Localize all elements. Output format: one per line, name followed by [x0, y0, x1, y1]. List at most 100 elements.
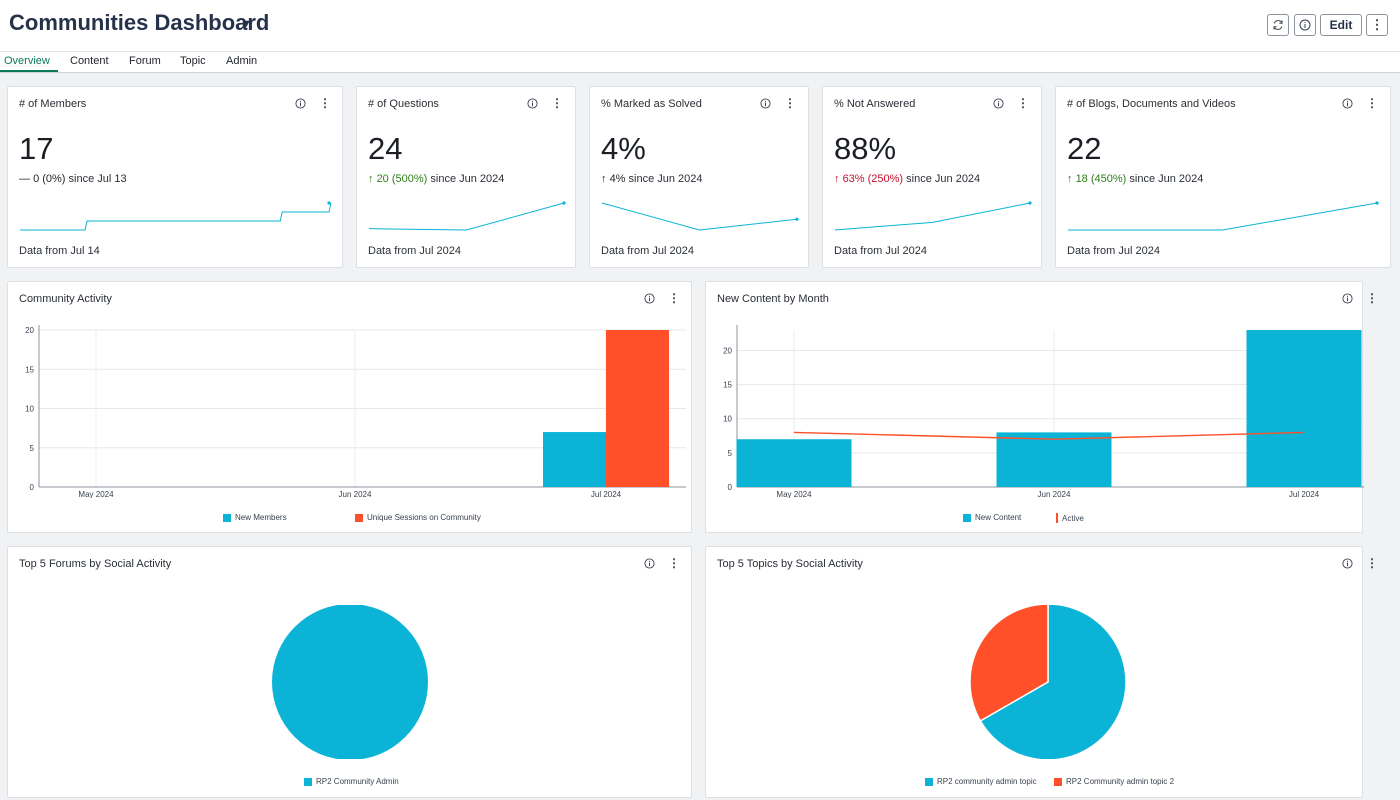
legend-item[interactable]: New Content	[963, 513, 1021, 522]
edit-button[interactable]: Edit	[1320, 14, 1362, 36]
x-tick-label: May 2024	[78, 490, 114, 498]
kpi-value: 88%	[834, 131, 897, 166]
panel-title: Community Activity	[19, 293, 112, 305]
sparkline-path	[20, 202, 331, 231]
card-more-icon[interactable]: ⋮	[1366, 291, 1378, 305]
tab-overview[interactable]: Overview	[4, 55, 50, 67]
kpi-title: % Marked as Solved	[601, 98, 702, 110]
sparkline-end-point	[1028, 201, 1032, 205]
y-tick-label: 15	[25, 365, 34, 374]
kpi-card-solved: % Marked as Solved ⋮ 4% ↑ 4% since Jun 2…	[589, 86, 809, 268]
dashboard-header: Communities Dashboard ▼ Edit ⋮	[0, 0, 1400, 52]
new-content-panel: New Content by Month ⋮ 0 5 10 15 20 May 2024 J…	[705, 281, 1378, 533]
bar	[996, 432, 1112, 487]
bar	[543, 432, 606, 487]
bar	[1246, 330, 1362, 487]
kpi-value: 4%	[601, 131, 646, 166]
new-content-chart: 0 5 10 15 20 May 2024 Jun 2024 Jul 2024	[723, 325, 1364, 498]
kpi-change: 20 (500%)	[376, 173, 428, 185]
card-more-icon[interactable]: ⋮	[551, 96, 563, 110]
info-button[interactable]	[1294, 14, 1316, 36]
more-options-icon[interactable]: ⋮	[1366, 14, 1388, 36]
info-icon[interactable]	[1342, 558, 1353, 569]
legend-label: Active	[1062, 513, 1084, 523]
pie-slice	[969, 605, 1049, 722]
legend-swatch	[1054, 777, 1062, 786]
legend-item[interactable]: Unique Sessions on Community	[355, 513, 481, 522]
info-icon[interactable]	[993, 98, 1004, 109]
card-more-icon[interactable]: ⋮	[668, 556, 680, 570]
kpi-trend-icon: ↑	[834, 173, 840, 185]
kpi-change: 63% (250%)	[842, 173, 904, 185]
info-icon[interactable]	[644, 558, 655, 569]
legend-item[interactable]: Active	[1056, 513, 1084, 523]
x-tick-label: May 2024	[776, 490, 812, 498]
panel-title: New Content by Month	[717, 293, 829, 305]
pie-slice	[979, 605, 1127, 759]
refresh-button[interactable]	[1267, 14, 1289, 36]
sparkline-end-point	[562, 201, 566, 205]
legend-swatch	[355, 513, 363, 522]
y-tick-label: 15	[723, 381, 732, 390]
info-icon[interactable]	[295, 98, 306, 109]
legend-item[interactable]: New Members	[223, 513, 287, 522]
y-tick-label: 0	[30, 483, 35, 492]
legend-swatch	[963, 513, 971, 522]
kpi-card-questions: # of Questions ⋮ 24 ↑ 20 (500%) since Ju…	[356, 86, 576, 268]
kpi-since: since Jul 13	[68, 173, 127, 185]
y-tick-label: 20	[25, 326, 34, 335]
card-more-icon[interactable]: ⋮	[1366, 556, 1378, 570]
top-topics-pie	[969, 605, 1127, 759]
title-dropdown-icon[interactable]: ▼	[241, 18, 252, 30]
legend-item[interactable]: RP2 Community admin topic 2	[1054, 777, 1174, 786]
card-more-icon[interactable]: ⋮	[668, 291, 680, 305]
tab-forum[interactable]: Forum	[129, 55, 161, 67]
info-icon[interactable]	[760, 98, 771, 109]
kpi-footer: Data from Jul 2024	[834, 245, 927, 257]
x-tick-label: Jul 2024	[591, 490, 622, 498]
legend-label: New Content	[975, 513, 1022, 522]
kpi-footer: Data from Jul 2024	[1067, 245, 1160, 257]
legend-item[interactable]: RP2 community admin topic	[925, 777, 1037, 786]
legend-label: RP2 Community admin topic 2	[1066, 777, 1175, 786]
card-more-icon[interactable]: ⋮	[1366, 96, 1378, 110]
sparkline-path	[834, 202, 1031, 231]
bar	[736, 439, 852, 487]
sparkline-end-point	[795, 217, 799, 221]
tab-admin[interactable]: Admin	[226, 55, 258, 67]
tab-content[interactable]: Content	[70, 55, 109, 67]
sparkline-path	[601, 202, 798, 231]
tab-bar: Overview Content Forum Topic Admin	[0, 52, 1400, 73]
kpi-footer: Data from Jul 14	[19, 245, 100, 257]
sparkline	[834, 201, 1032, 231]
card-more-icon[interactable]: ⋮	[784, 96, 796, 110]
kpi-title: # of Blogs, Documents and Videos	[1067, 98, 1236, 110]
x-tick-label: Jun 2024	[339, 490, 372, 498]
info-icon[interactable]	[1342, 293, 1353, 304]
legend-label: Unique Sessions on Community	[367, 513, 481, 522]
info-icon[interactable]	[1342, 98, 1353, 109]
info-icon[interactable]	[527, 98, 538, 109]
kpi-since: since Jun 2024	[1129, 173, 1204, 185]
kpi-title: # of Questions	[368, 98, 439, 110]
kpi-delta: ↑ 20 (500%) since Jun 2024	[368, 173, 504, 185]
legend-label: RP2 community admin topic	[937, 777, 1037, 786]
kpi-change: 0 (0%)	[33, 173, 66, 185]
kpi-trend-icon: ↑	[1067, 173, 1073, 185]
sparkline	[368, 201, 566, 231]
sparkline-end-point	[327, 201, 331, 205]
card-more-icon[interactable]: ⋮	[319, 96, 331, 110]
kpi-title: % Not Answered	[834, 98, 916, 110]
kpi-delta: ↑ 4% since Jun 2024	[601, 173, 703, 185]
tab-topic[interactable]: Topic	[180, 55, 206, 67]
info-icon[interactable]	[644, 293, 655, 304]
legend-label: New Members	[235, 513, 287, 522]
x-tick-label: Jun 2024	[1038, 490, 1071, 498]
card-more-icon[interactable]: ⋮	[1017, 96, 1029, 110]
kpi-value: 24	[368, 131, 403, 166]
kpi-change: 4%	[609, 173, 626, 185]
y-tick-label: 10	[723, 415, 732, 424]
legend-item[interactable]: RP2 Community Admin	[304, 777, 399, 786]
kpi-change: 18 (450%)	[1075, 173, 1127, 185]
legend-swatch	[304, 777, 312, 786]
